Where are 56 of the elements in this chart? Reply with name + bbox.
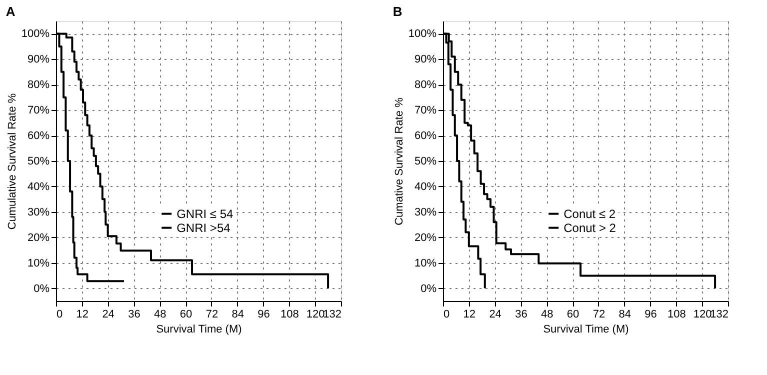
x-tick-label: 0 — [56, 308, 63, 320]
y-tick-label: 60% — [414, 130, 437, 142]
x-tick-label: 120 — [693, 308, 712, 320]
y-tick-label: 90% — [414, 54, 437, 66]
y-tick-label: 70% — [414, 104, 437, 117]
y-tick-label: 30% — [27, 206, 50, 218]
y-tick-label: 0% — [34, 282, 50, 295]
y-tick-label: 50% — [414, 156, 437, 168]
y-tick-label: 10% — [414, 257, 437, 270]
x-tick-label: 108 — [280, 308, 299, 320]
x-axis-title: Survival Time (M) — [156, 324, 242, 336]
y-tick-label: 10% — [27, 257, 50, 270]
x-tick-label: 36 — [515, 308, 528, 320]
x-tick-label: 60 — [566, 308, 580, 320]
x-tick-label: 0 — [444, 308, 450, 320]
x-tick-label: 48 — [541, 308, 554, 320]
x-axis-title: Survival Time (M) — [543, 324, 629, 336]
x-tick-label: 36 — [128, 308, 140, 320]
y-tick-label: 0% — [420, 282, 437, 295]
legend-label: Conut > 2 — [564, 220, 616, 235]
x-tick-label: 132 — [323, 308, 342, 320]
x-tick-label: 72 — [206, 308, 218, 320]
y-tick-label: 50% — [27, 156, 50, 168]
chart-title: B — [392, 4, 402, 19]
x-tick-label: 84 — [232, 308, 244, 320]
x-tick-label: 96 — [644, 308, 657, 320]
y-tick-label: 40% — [414, 180, 437, 193]
x-tick-label: 24 — [489, 308, 502, 320]
y-axis-title: Cumulative Survival Rate % — [6, 93, 18, 230]
y-tick-label: 60% — [27, 130, 50, 142]
legend-label: GNRI >54 — [176, 220, 231, 235]
y-tick-label: 80% — [414, 79, 437, 92]
x-tick-label: 120 — [306, 308, 325, 320]
chart-title: A — [6, 4, 16, 19]
x-tick-label: 12 — [76, 308, 89, 320]
x-tick-label: 48 — [154, 308, 166, 320]
y-tick-label: 20% — [27, 232, 50, 244]
y-tick-label: 90% — [27, 54, 50, 66]
y-tick-label: 40% — [27, 180, 50, 193]
y-tick-label: 30% — [414, 206, 437, 218]
y-tick-label: 20% — [414, 232, 437, 244]
y-tick-label: 70% — [27, 104, 50, 117]
x-tick-label: 84 — [618, 308, 631, 320]
y-tick-label: 80% — [27, 79, 50, 92]
y-axis-title: Cumative Survival Rate % — [393, 97, 406, 226]
legend-label: Conut ≤ 2 — [564, 206, 616, 221]
x-tick-label: 24 — [102, 308, 114, 320]
x-tick-label: 12 — [463, 308, 476, 320]
y-tick-label: 100% — [21, 28, 50, 40]
x-tick-label: 96 — [258, 308, 270, 320]
x-tick-label: 108 — [668, 308, 686, 320]
x-tick-label: 60 — [180, 308, 192, 320]
y-tick-label: 100% — [408, 28, 437, 40]
x-tick-label: 72 — [592, 308, 606, 320]
legend-label: GNRI ≤ 54 — [176, 206, 234, 221]
x-tick-label: 132 — [710, 308, 728, 320]
